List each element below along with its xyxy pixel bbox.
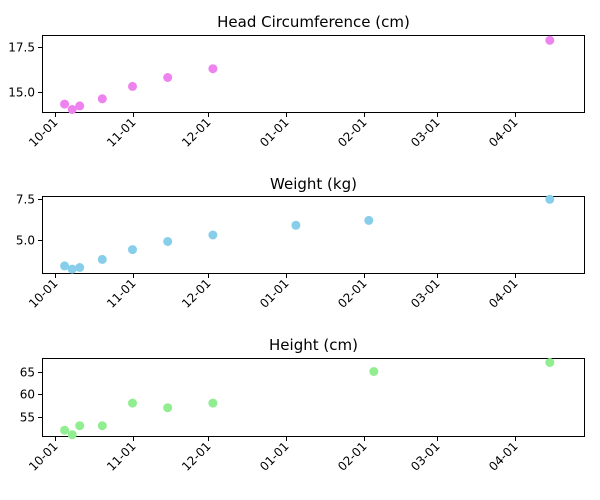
y-tick-label: 15.0 [8, 86, 35, 100]
data-point [545, 358, 555, 367]
data-points [60, 358, 555, 440]
data-point [291, 220, 301, 230]
y-axis: 15.0 17.5 [8, 41, 42, 100]
data-point [75, 101, 85, 111]
data-point [208, 398, 218, 408]
data-point [75, 263, 85, 272]
data-point [163, 73, 173, 82]
data-point [67, 430, 77, 440]
data-point [75, 421, 85, 431]
y-tick-label: 5.0 [16, 234, 35, 248]
y-tick-label: 17.5 [8, 41, 35, 55]
data-points [60, 35, 555, 114]
chart-title: Weight (kg) [270, 175, 357, 193]
data-points [60, 194, 555, 274]
y-tick-label: 55 [20, 411, 35, 425]
plot-frame [42, 358, 585, 437]
chart-title: Head Circumference (cm) [217, 13, 410, 31]
data-point [128, 398, 137, 408]
plot-frame [42, 35, 585, 113]
data-point [60, 99, 70, 109]
data-point [128, 245, 137, 255]
data-point [163, 237, 173, 246]
chart-title: Height (cm) [269, 336, 358, 354]
y-tick-label: 65 [20, 366, 35, 380]
y-tick-label: 7.5 [16, 193, 35, 207]
data-point [208, 64, 218, 74]
data-point [97, 421, 107, 431]
y-axis: 55 60 65 [20, 366, 42, 425]
data-point [60, 425, 70, 435]
data-point [369, 367, 379, 376]
data-point [364, 215, 374, 225]
plot-frame [42, 196, 585, 274]
data-point [67, 264, 77, 274]
data-point [163, 403, 173, 413]
data-point [67, 105, 77, 114]
data-point [97, 94, 107, 104]
data-point [545, 194, 555, 204]
y-tick-label: 60 [20, 388, 35, 402]
data-point [97, 254, 107, 264]
data-point [128, 81, 137, 91]
y-axis: 5.0 7.5 [16, 193, 42, 248]
data-point [208, 230, 218, 240]
data-point [545, 35, 555, 45]
data-point [60, 261, 70, 271]
